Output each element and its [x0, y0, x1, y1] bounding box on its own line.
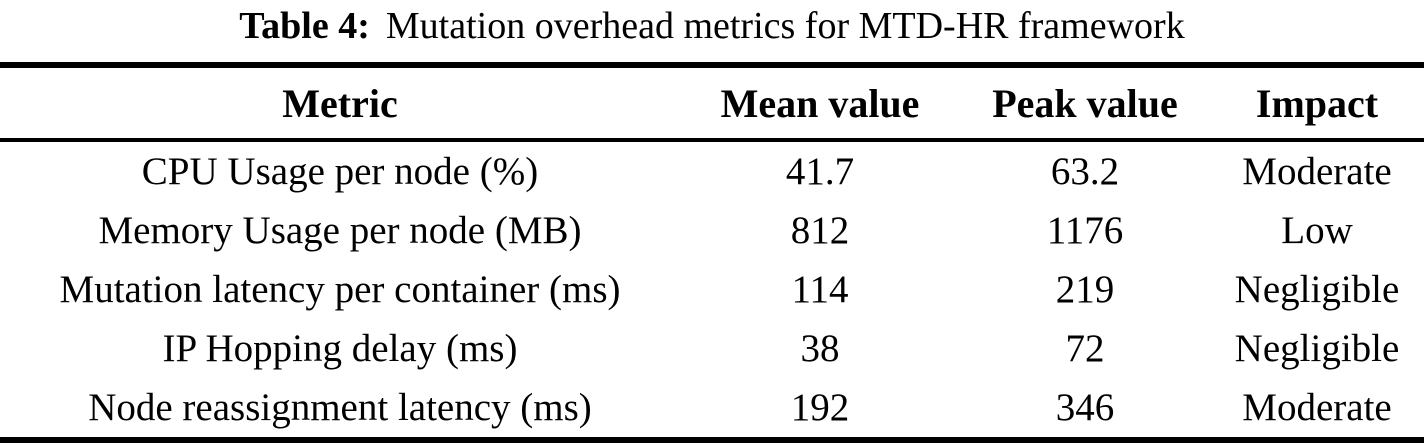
cell-impact: Negligible — [1234, 327, 1400, 370]
cell-mean-value: 812 — [790, 209, 850, 252]
table-row: Mutation latency per container (ms) 114 … — [0, 260, 1424, 319]
column-header-metric: Metric — [0, 65, 680, 142]
column-header-impact: Impact — [1210, 65, 1424, 142]
column-header-peak-value: Peak value — [960, 65, 1210, 142]
metrics-table: Metric Mean value Peak value Impact CPU … — [0, 62, 1424, 443]
table-body: CPU Usage per node (%) 41.7 63.2 Moderat… — [0, 140, 1424, 440]
table-caption-label: Table 4: — [239, 5, 370, 47]
table-caption-text: Mutation overhead metrics for MTD-HR fra… — [385, 5, 1185, 47]
header-row: Metric Mean value Peak value Impact — [0, 65, 1424, 142]
column-header-mean-value: Mean value — [680, 65, 960, 142]
cell-mean-value: 38 — [800, 327, 840, 370]
cell-metric: Node reassignment latency (ms) — [88, 386, 592, 429]
cell-metric: IP Hopping delay (ms) — [162, 327, 518, 370]
cell-peak-value: 346 — [1055, 386, 1115, 429]
table-caption: Table 4: Mutation overhead metrics for MT… — [0, 0, 1424, 52]
cell-peak-value: 1176 — [1046, 209, 1124, 252]
cell-peak-value: 72 — [1065, 327, 1105, 370]
table-header: Metric Mean value Peak value Impact — [0, 65, 1424, 142]
cell-metric: Mutation latency per container (ms) — [59, 268, 621, 311]
cell-impact: Low — [1281, 209, 1353, 252]
table-row: IP Hopping delay (ms) 38 72 Negligible — [0, 319, 1424, 378]
table-row: Node reassignment latency (ms) 192 346 M… — [0, 378, 1424, 440]
cell-peak-value: 63.2 — [1050, 150, 1120, 193]
table-row: Memory Usage per node (MB) 812 1176 Low — [0, 201, 1424, 260]
cell-metric: CPU Usage per node (%) — [141, 150, 539, 193]
cell-impact: Negligible — [1234, 268, 1400, 311]
cell-mean-value: 114 — [791, 268, 849, 311]
cell-peak-value: 219 — [1055, 268, 1115, 311]
cell-mean-value: 41.7 — [785, 150, 855, 193]
cell-metric: Memory Usage per node (MB) — [98, 209, 582, 252]
cell-mean-value: 192 — [790, 386, 850, 429]
cell-impact: Moderate — [1242, 150, 1392, 193]
cell-impact: Moderate — [1242, 386, 1392, 429]
table-row: CPU Usage per node (%) 41.7 63.2 Moderat… — [0, 140, 1424, 201]
